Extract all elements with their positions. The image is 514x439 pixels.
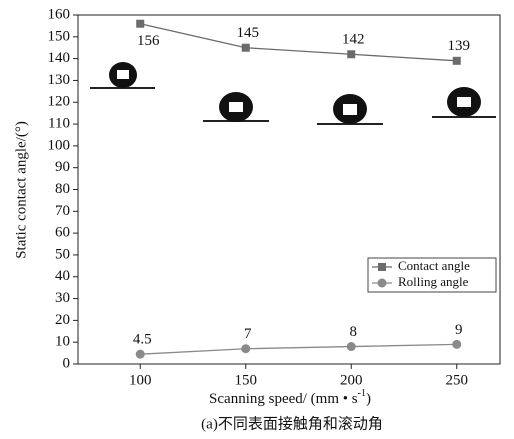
- data-label: 9: [455, 322, 463, 338]
- series-line: [140, 23, 457, 62]
- legend-label: Contact angle: [398, 258, 470, 273]
- y-tick-label: 80: [55, 181, 70, 197]
- marker: [135, 349, 145, 359]
- x-tick-label: 250: [445, 372, 468, 388]
- marker: [346, 342, 356, 352]
- droplets: [90, 62, 496, 125]
- data-label: 145: [236, 25, 259, 41]
- y-tick-label: 30: [55, 290, 70, 306]
- y-axis-label: Static contact angle/(°): [13, 121, 29, 259]
- marker: [241, 344, 251, 354]
- marker: [378, 263, 386, 271]
- marker: [136, 19, 145, 28]
- marker: [347, 50, 356, 59]
- y-tick-label: 100: [48, 137, 71, 153]
- y-tick-label: 50: [55, 246, 70, 262]
- y-tick-label: 60: [55, 225, 70, 241]
- y-tick-label: 130: [48, 72, 71, 88]
- y-tick-label: 140: [48, 50, 71, 66]
- series-line: [140, 343, 457, 355]
- data-label: 142: [342, 32, 365, 48]
- data-label: 7: [244, 326, 252, 342]
- legend-label: Rolling angle: [398, 274, 469, 289]
- data-label: 4.5: [133, 332, 152, 348]
- y-tick-label: 10: [55, 334, 70, 350]
- x-axis-label: Scanning speed/ (mm • s-1): [209, 388, 371, 407]
- y-tick-label: 70: [55, 203, 70, 219]
- data-label: 139: [447, 38, 470, 54]
- legend-frame: [367, 257, 497, 293]
- marker: [452, 339, 462, 349]
- marker: [241, 43, 250, 52]
- y-tick-label: 20: [55, 312, 70, 328]
- caption: (a)不同表面接触角和滚动角: [201, 415, 383, 432]
- plot-frame: [77, 14, 501, 365]
- y-tick-label: 90: [55, 159, 70, 175]
- x-tick-label: 100: [129, 372, 152, 388]
- y-tick-label: 0: [63, 355, 71, 371]
- marker: [377, 278, 387, 288]
- y-tick-label: 160: [48, 6, 71, 22]
- y-tick-label: 120: [48, 94, 71, 110]
- marker: [452, 56, 461, 65]
- x-tick-label: 200: [340, 372, 363, 388]
- y-tick-label: 150: [48, 28, 71, 44]
- data-label: 156: [137, 33, 160, 49]
- y-tick-label: 110: [48, 116, 70, 132]
- y-tick-label: 40: [55, 268, 70, 284]
- x-tick-label: 150: [234, 372, 257, 388]
- data-label: 8: [349, 324, 357, 340]
